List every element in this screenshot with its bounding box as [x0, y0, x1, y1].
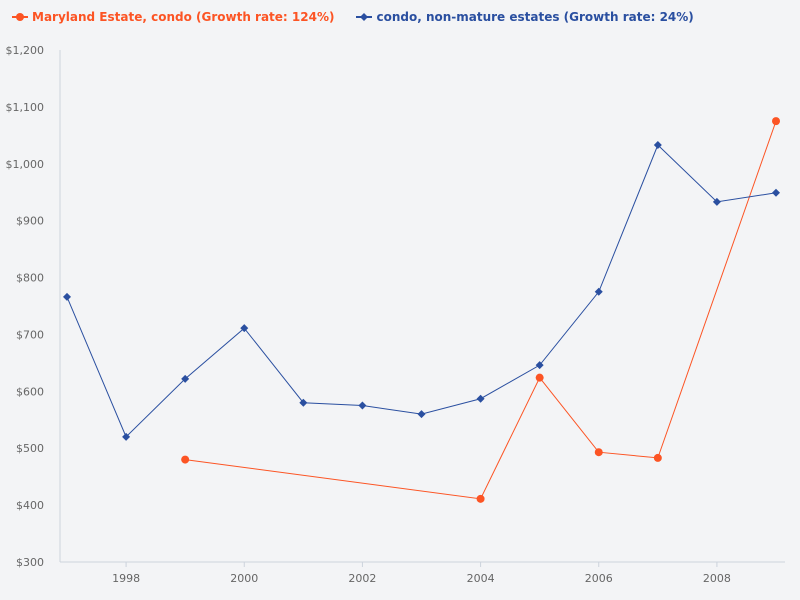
data-point [772, 188, 780, 197]
y-tick-label: $1,200 [6, 44, 45, 57]
x-tick-label: 2006 [585, 572, 613, 585]
data-point [594, 448, 603, 457]
data-point [181, 374, 190, 383]
data-point [358, 401, 367, 410]
data-point [772, 117, 780, 126]
data-point [181, 455, 190, 464]
data-point [653, 453, 662, 462]
data-point [240, 324, 249, 333]
x-tick-label: 1998 [112, 572, 140, 585]
data-point [476, 394, 485, 403]
x-tick-label: 2000 [230, 572, 258, 585]
y-tick-label: $800 [16, 272, 44, 285]
data-point [535, 361, 544, 370]
data-point [653, 141, 662, 150]
data-point [712, 197, 721, 206]
y-tick-label: $400 [16, 499, 44, 512]
y-tick-label: $1,100 [6, 101, 45, 114]
data-point [535, 373, 544, 382]
data-point [476, 494, 485, 503]
circle-marker-icon [12, 13, 28, 21]
y-tick-label: $1,000 [6, 158, 45, 171]
data-point [417, 410, 426, 419]
legend-item-non-mature[interactable]: condo, non-mature estates (Growth rate: … [356, 10, 694, 24]
legend-item-maryland[interactable]: Maryland Estate, condo (Growth rate: 124… [12, 10, 334, 24]
series-line [185, 120, 777, 500]
data-point [122, 432, 131, 441]
data-point [594, 287, 603, 296]
series-line [66, 144, 777, 438]
data-point [299, 398, 308, 407]
y-tick-label: $300 [16, 556, 44, 569]
y-tick-label: $600 [16, 385, 44, 398]
x-tick-label: 2002 [348, 572, 376, 585]
y-tick-label: $500 [16, 442, 44, 455]
legend: Maryland Estate, condo (Growth rate: 124… [12, 10, 694, 24]
y-tick-label: $900 [16, 215, 44, 228]
x-tick-label: 2008 [703, 572, 731, 585]
data-point [63, 292, 71, 301]
legend-label: condo, non-mature estates (Growth rate: … [376, 10, 694, 24]
y-tick-label: $700 [16, 328, 44, 341]
legend-label: Maryland Estate, condo (Growth rate: 124… [32, 10, 335, 24]
diamond-marker-icon [356, 13, 373, 21]
x-tick-label: 2004 [467, 572, 495, 585]
